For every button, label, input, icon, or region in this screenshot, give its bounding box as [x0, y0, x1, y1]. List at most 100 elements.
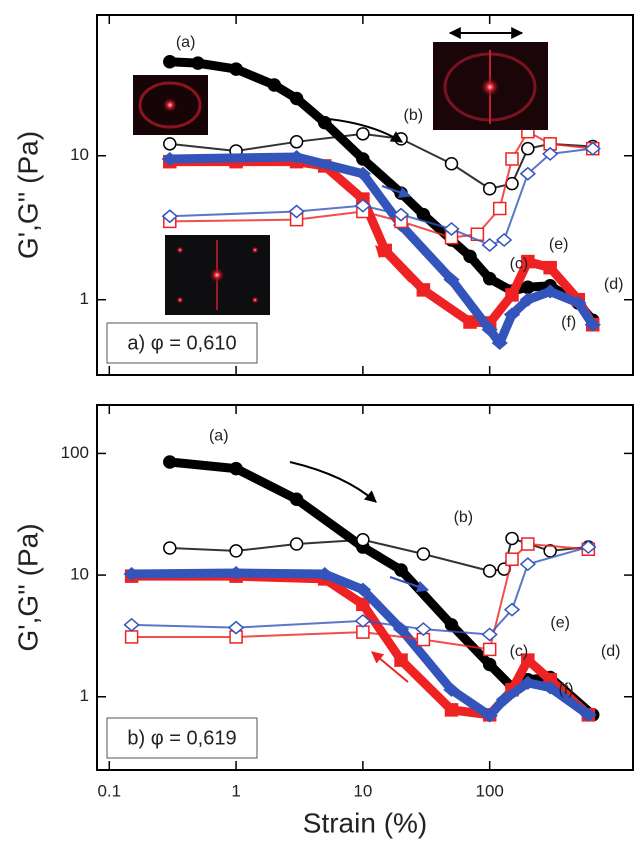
- inset-spot: [176, 296, 184, 304]
- plots: 1 10 G',G'' (Pa) (a) (b) (c) (e) (d) (f) a) φ = 0…: [12, 14, 634, 838]
- marker: [354, 198, 372, 213]
- phase-label-box: [106, 322, 258, 364]
- marker: [491, 336, 508, 351]
- series-line: [131, 546, 589, 636]
- series-line: [169, 147, 593, 246]
- marker: [584, 317, 601, 332]
- arrow: [317, 117, 404, 143]
- marker: [354, 613, 372, 628]
- marker: [354, 166, 372, 181]
- marker: [580, 707, 597, 722]
- marker: [443, 272, 460, 287]
- annotation: (a): [209, 428, 229, 445]
- marker: [161, 209, 178, 224]
- x-tick-label: 0.1: [97, 781, 121, 800]
- marker: [289, 91, 304, 106]
- marker: [394, 563, 408, 577]
- marker: [463, 249, 477, 264]
- phase-label-box: [106, 717, 258, 759]
- marker: [191, 56, 205, 70]
- marker: [124, 630, 139, 644]
- inset-images: [133, 42, 548, 315]
- marker: [354, 582, 372, 597]
- marker: [570, 295, 587, 310]
- inset-spot: [480, 77, 500, 97]
- phase-label: a) φ = 0,610: [127, 332, 236, 354]
- marker: [482, 271, 497, 286]
- marker: [289, 537, 304, 551]
- x-tick-label: 100: [475, 781, 503, 800]
- marker: [543, 260, 557, 275]
- annotation: (c): [510, 256, 529, 273]
- marker: [163, 541, 177, 555]
- marker: [227, 566, 245, 580]
- y-axis-label: G',G'' (Pa): [12, 131, 43, 259]
- y-tick-label: 10: [70, 565, 89, 584]
- annotation: (e): [549, 236, 569, 253]
- marker: [481, 322, 498, 337]
- marker: [519, 292, 536, 307]
- y-tick-label: 10: [70, 145, 89, 164]
- marker: [316, 567, 333, 582]
- y-tick-label: 1: [80, 289, 89, 308]
- marker: [356, 533, 370, 547]
- marker: [415, 622, 432, 637]
- panel: 0.1 1 10 100 1 10 100 G',G'' (Pa) Strain (%) (a) (…: [12, 404, 634, 838]
- marker: [505, 552, 519, 566]
- marker: [495, 232, 513, 247]
- arrow: [375, 245, 411, 283]
- marker: [521, 537, 535, 551]
- marker: [519, 675, 536, 690]
- marker: [163, 54, 177, 69]
- axes-frame: [96, 404, 634, 771]
- marker: [481, 237, 498, 252]
- marker: [503, 602, 521, 617]
- inset-spot: [251, 296, 259, 304]
- inset-spot: [176, 246, 184, 254]
- marker: [356, 152, 370, 166]
- marker: [229, 461, 243, 476]
- phase-label: b) φ = 0,619: [127, 727, 236, 749]
- marker: [542, 284, 559, 299]
- marker: [482, 642, 497, 657]
- marker: [444, 703, 459, 717]
- marker: [443, 682, 460, 697]
- marker: [580, 540, 597, 555]
- y-tick-label: 100: [61, 443, 89, 462]
- marker: [519, 557, 536, 572]
- marker: [481, 627, 498, 642]
- marker: [521, 141, 535, 156]
- marker: [416, 283, 431, 297]
- annotation: (d): [601, 643, 621, 660]
- arrow: [371, 651, 409, 683]
- annotation: (d): [604, 276, 624, 293]
- marker: [584, 141, 601, 156]
- marker: [161, 151, 178, 166]
- marker: [444, 157, 459, 171]
- axes-frame: [96, 14, 634, 376]
- annotation: (f): [561, 314, 576, 331]
- marker: [542, 680, 559, 695]
- marker: [521, 280, 535, 295]
- inset-spot: [162, 97, 178, 113]
- marker: [123, 567, 140, 582]
- marker: [229, 544, 243, 558]
- marker: [463, 315, 477, 329]
- arrows: [289, 27, 524, 683]
- marker: [481, 708, 498, 723]
- marker: [227, 620, 245, 635]
- marker: [416, 547, 431, 561]
- annotation: (b): [454, 509, 474, 526]
- marker: [444, 618, 459, 632]
- marker: [505, 288, 519, 302]
- marker: [229, 62, 243, 76]
- marker: [443, 221, 460, 236]
- marker: [505, 531, 519, 546]
- marker: [542, 146, 559, 161]
- y-axis-label: G',G'' (Pa): [12, 523, 43, 651]
- plot-area: [123, 455, 600, 723]
- marker: [505, 152, 519, 166]
- marker: [288, 150, 305, 165]
- arrow: [381, 185, 412, 199]
